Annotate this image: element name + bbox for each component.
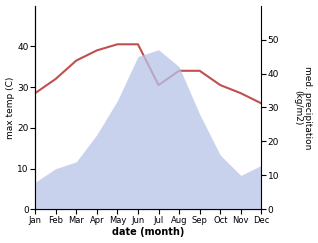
Y-axis label: med. precipitation
(kg/m2): med. precipitation (kg/m2) (293, 66, 313, 149)
Y-axis label: max temp (C): max temp (C) (5, 76, 15, 139)
X-axis label: date (month): date (month) (112, 227, 184, 237)
